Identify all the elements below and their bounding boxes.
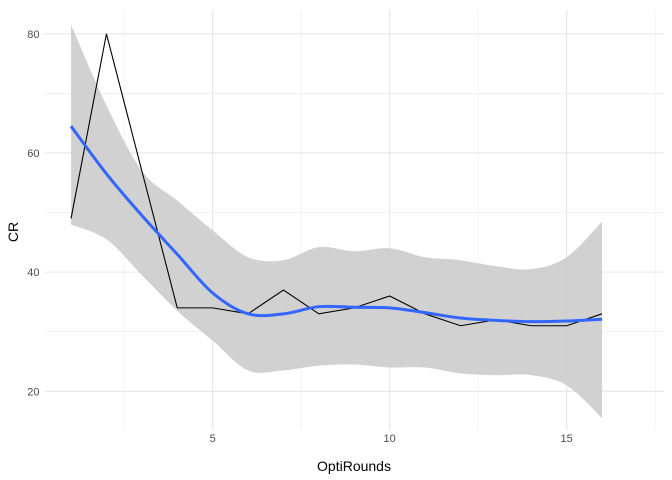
y-tick-label: 80 (27, 29, 39, 41)
data-line (70, 33, 603, 327)
confidence-band (71, 24, 603, 419)
x-tick-label: 15 (561, 433, 573, 445)
y-tick-label: 20 (27, 386, 39, 398)
y-tick-label: 40 (27, 267, 39, 279)
smooth-line (69, 125, 603, 324)
tick-labels: 5 10 15 20 40 60 80 (27, 29, 573, 445)
x-axis-label: OptiRounds (317, 458, 391, 474)
y-axis-label: CR (5, 222, 21, 242)
x-tick-label: 10 (384, 433, 396, 445)
y-tick-label: 60 (27, 148, 39, 160)
x-tick-label: 5 (210, 433, 216, 445)
